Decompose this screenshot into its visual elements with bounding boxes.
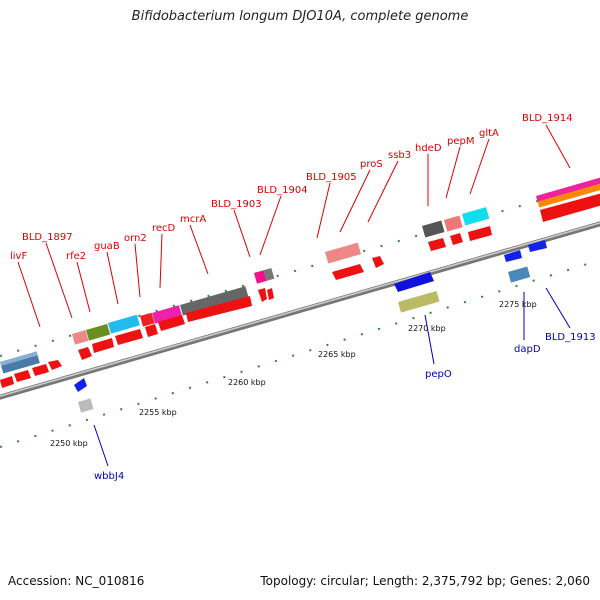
gene-label: livF [10,251,27,262]
forward-arrows [0,193,600,388]
genome-summary-text: Topology: circular; Length: 2,375,792 bp… [260,574,590,588]
tick-label: 2270 kbp [408,324,446,333]
gene-label: BLD_1905 [306,172,357,183]
reverse-features [74,240,547,413]
gene-label: BLD_1904 [257,185,308,196]
gene-label: mcrA [180,214,206,225]
gene-label: dapD [514,344,541,355]
gene-label: ssb3 [388,150,411,161]
tick-label: 2250 kbp [50,439,88,448]
tick-labels: 2250 kbp 2255 kbp 2260 kbp 2265 kbp 2270… [50,300,537,448]
gene-label: BLD_1897 [22,232,73,243]
tick-label: 2275 kbp [499,300,537,309]
gene-label: recD [152,223,176,234]
gene-label: BLD_1903 [211,199,262,210]
gene-label: gltA [479,128,499,139]
gene-labels-top: livF BLD_1897 rfe2 guaB orn2 recD mcrA B… [10,113,573,262]
tick-label: 2260 kbp [228,378,266,387]
tick-lines [0,182,600,448]
gene-label: pepO [425,369,452,380]
gene-labels-bottom: wbbJ4 pepO dapD BLD_1913 [94,332,596,482]
tick-label: 2255 kbp [139,408,177,417]
tick-label: 2265 kbp [318,350,356,359]
genome-backbone [0,221,600,400]
gene-label: wbbJ4 [94,471,124,482]
gene-features [0,176,600,374]
gene-label: proS [360,159,383,170]
gene-label: hdeD [415,143,442,154]
gene-label: guaB [94,241,120,252]
gene-label: BLD_1914 [522,113,573,124]
gene-label: BLD_1913 [545,332,596,343]
diagram-title: Bifidobacterium longum DJO10A, complete … [131,9,469,24]
gene-label: orn2 [124,233,147,244]
gene-label: rfe2 [66,251,86,262]
leader-lines [17,124,571,467]
accession-text: Accession: NC_010816 [8,574,145,588]
gene-label: pepM [447,136,474,147]
